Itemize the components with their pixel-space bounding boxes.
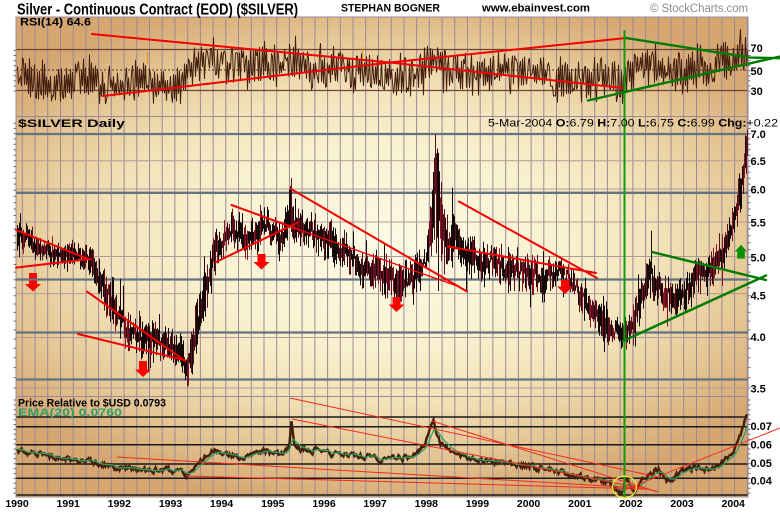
svg-text:5.5: 5.5 (751, 218, 766, 230)
svg-text:50: 50 (751, 66, 763, 78)
svg-text:0.04: 0.04 (751, 475, 773, 487)
svg-text:2003: 2003 (670, 498, 694, 510)
svg-text:1990: 1990 (5, 498, 29, 510)
svg-text:2000: 2000 (517, 498, 541, 510)
svg-text:1997: 1997 (363, 498, 387, 510)
svg-text:RSI(14) 64.6: RSI(14) 64.6 (20, 17, 91, 29)
svg-text:2004: 2004 (722, 498, 746, 510)
svg-text:7.0: 7.0 (751, 129, 766, 141)
svg-text:Price Relative to $USD 0.0793: Price Relative to $USD 0.0793 (18, 398, 166, 410)
svg-text:© StockCharts.com: © StockCharts.com (650, 3, 748, 15)
svg-text:1994: 1994 (210, 498, 234, 510)
svg-text:70: 70 (751, 43, 763, 55)
svg-text:1999: 1999 (466, 498, 490, 510)
svg-text:Silver - Continuous Contract (: Silver - Continuous Contract (EOD) ($SIL… (17, 2, 298, 19)
svg-text:1992: 1992 (108, 498, 132, 510)
svg-text:4.0: 4.0 (751, 332, 766, 344)
svg-text:0.06: 0.06 (751, 439, 772, 451)
svg-text:30: 30 (751, 86, 763, 98)
svg-text:6.5: 6.5 (751, 156, 766, 168)
svg-text:1996: 1996 (312, 498, 336, 510)
svg-text:www.ebainvest.com: www.ebainvest.com (481, 3, 590, 15)
svg-text:1993: 1993 (159, 498, 183, 510)
svg-text:2002: 2002 (619, 498, 643, 510)
svg-text:2001: 2001 (568, 498, 592, 510)
svg-text:1991: 1991 (57, 498, 81, 510)
svg-text:4.5: 4.5 (751, 291, 766, 303)
svg-text:5-Mar-2004 O:6.79 H:7.00 L:6.7: 5-Mar-2004 O: 6.79 H: 7.00 L:6.75 C: 6.99 C… (488, 118, 778, 130)
svg-text:3.5: 3.5 (751, 384, 766, 396)
svg-text:1995: 1995 (261, 498, 285, 510)
svg-text:1998: 1998 (415, 498, 439, 510)
svg-text:EMA(20) 0.0760: EMA(20) 0.0760 (18, 407, 122, 419)
svg-text:0.05: 0.05 (751, 458, 772, 470)
svg-text:5.0: 5.0 (751, 253, 766, 265)
svg-text:0.07: 0.07 (751, 421, 772, 433)
svg-text:STEPHAN BOGNER: STEPHAN BOGNER (341, 3, 440, 15)
svg-text:$SILVER Daily: $SILVER Daily (18, 118, 126, 130)
svg-text:6.0: 6.0 (751, 185, 766, 197)
